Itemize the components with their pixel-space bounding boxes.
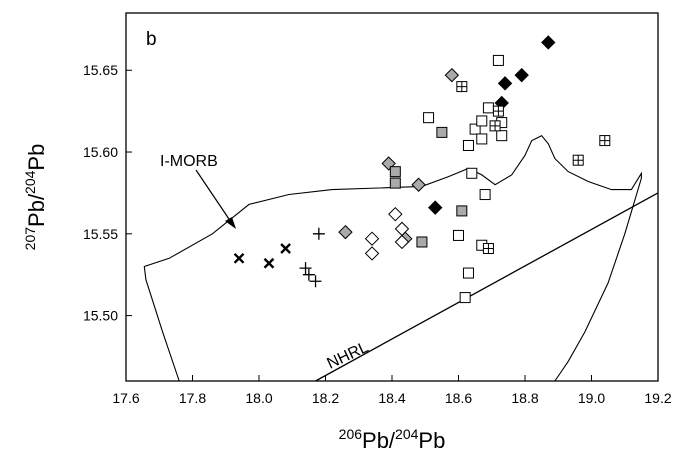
data-point-square-4-10 [482, 102, 494, 114]
imorb-arrowhead [225, 217, 236, 229]
x-axis-title: 206Pb/204Pb [339, 426, 446, 453]
data-point-diamond-2-2 [388, 206, 403, 222]
x-tick-label-0: 17.6 [112, 390, 139, 406]
data-point-diamond-2-4 [394, 234, 410, 250]
data-point-plus-7-0 [312, 227, 325, 240]
y-tick-label-2: 15.60 [83, 144, 118, 160]
annotation-imorb: I-MORB [160, 153, 218, 170]
data-point-square-4-6 [479, 189, 491, 201]
data-point-diamond-2-0 [364, 246, 380, 261]
y-axis-title: 207Pb/204Pb [22, 144, 49, 251]
x-tick-label-5: 18.6 [445, 390, 472, 406]
annotation-nhrl: NHRL [325, 339, 372, 373]
data-point-diamond-2-1 [364, 231, 380, 246]
data-point-square-4-9 [462, 139, 474, 151]
data-point-square-3-0 [389, 177, 401, 189]
data-point-plus-7-1 [299, 262, 312, 275]
y-tick-label-1: 15.55 [83, 226, 118, 242]
data-point-cross-6-2 [280, 243, 291, 254]
data-point-plus-7-2 [302, 268, 315, 281]
data-point-square-4-7 [469, 123, 481, 135]
data-point-square-4-3 [459, 292, 471, 304]
x-tick-label-2: 18.0 [245, 390, 272, 406]
imorb-arrow-shaft [195, 169, 232, 223]
data-point-diamond-1-0 [338, 224, 353, 240]
data-point-square-3-1 [389, 166, 401, 178]
nhrl-line [315, 192, 659, 382]
plot-frame [125, 12, 659, 382]
data-point-square-4-1 [453, 229, 464, 241]
data-point-square-4-0 [423, 112, 435, 124]
x-tick-label-6: 18.8 [511, 390, 538, 406]
data-point-diamond-1-4 [444, 67, 460, 83]
data-point-square-4-14 [492, 54, 504, 66]
data-point-square-3-3 [436, 126, 448, 138]
data-point-square-plus-5-5 [599, 135, 611, 147]
data-point-square-4-4 [466, 167, 478, 179]
x-tick-label-7: 19.0 [578, 390, 605, 406]
x-tick-label-3: 18.2 [312, 390, 339, 406]
data-point-square-4-11 [476, 133, 488, 145]
panel-label: b [146, 29, 157, 50]
data-point-square-plus-5-2 [489, 120, 501, 132]
data-point-square-3-2 [416, 236, 428, 248]
data-point-diamond-0-0 [428, 200, 443, 215]
data-point-diamond-0-3 [514, 67, 529, 83]
x-tick-label-4: 18.4 [378, 390, 405, 406]
data-point-diamond-0-4 [541, 35, 556, 50]
y-tick-label-3: 15.65 [83, 62, 118, 78]
data-point-cross-6-0 [233, 252, 245, 264]
data-point-square-3-4 [456, 205, 468, 217]
data-point-square-plus-5-1 [482, 243, 494, 255]
data-point-square-plus-5-4 [572, 154, 584, 166]
data-point-plus-7-3 [309, 275, 322, 288]
data-point-diamond-1-3 [411, 177, 426, 192]
data-point-square-plus-5-0 [456, 81, 468, 93]
data-point-square-plus-5-3 [492, 105, 504, 117]
x-tick-label-8: 19.2 [644, 390, 671, 406]
data-point-diamond-0-2 [497, 76, 513, 91]
data-point-square-4-12 [496, 130, 508, 142]
imorb-field-outline [143, 135, 642, 382]
data-point-cross-6-1 [263, 257, 275, 269]
y-tick-label-0: 15.50 [83, 308, 118, 324]
x-tick-label-1: 17.8 [179, 390, 206, 406]
data-point-square-4-8 [476, 115, 488, 127]
data-point-square-4-2 [462, 267, 474, 279]
